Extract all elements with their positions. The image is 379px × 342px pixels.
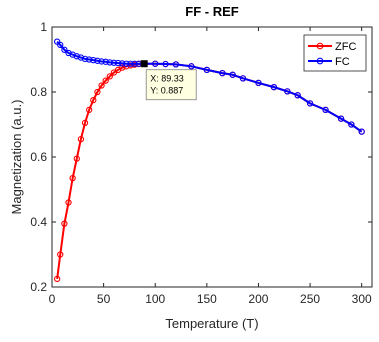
y-axis-label: Magnetization (a.u.) (9, 100, 24, 215)
data-point-fc (294, 92, 301, 99)
data-point-fc (86, 56, 93, 63)
y-tick-label: 0.4 (30, 215, 47, 229)
data-point-fc (348, 121, 355, 128)
data-point-fc (337, 115, 345, 122)
x-tick-label: 300 (352, 292, 372, 306)
data-point-fc (358, 128, 365, 135)
data-point-fc (94, 57, 101, 64)
x-tick-label: 0 (49, 292, 56, 306)
data-point-fc (90, 57, 97, 64)
datatip[interactable]: X: 89.33 Y: 0.887 (140, 60, 197, 101)
data-point-zfc (90, 96, 97, 104)
data-point-fc (106, 59, 113, 66)
data-point-zfc (54, 275, 61, 283)
data-point-fc (229, 71, 236, 78)
data-point-fc (284, 88, 291, 95)
data-point-fc (73, 53, 80, 60)
chart-title: FF - REF (185, 4, 238, 19)
datatip-box (145, 69, 197, 101)
data-point-fc (123, 60, 130, 67)
data-point-zfc (94, 88, 101, 96)
y-tick-label: 0.6 (30, 150, 47, 164)
data-point-fc (219, 70, 226, 77)
data-point-zfc (77, 135, 85, 143)
data-point-zfc (65, 199, 72, 206)
y-tick-label: 0.8 (30, 85, 47, 99)
datatip-y: Y: 0.887 (150, 86, 183, 96)
data-point-fc (114, 59, 122, 67)
data-point-fc (54, 38, 61, 45)
legend-label-fc: FC (335, 56, 350, 68)
data-point-zfc (119, 64, 126, 71)
data-point-fc (110, 59, 118, 66)
data-point-zfc (106, 73, 113, 80)
data-point-fc (61, 46, 68, 53)
data-point-fc (322, 106, 329, 114)
x-tick-label: 100 (145, 292, 165, 306)
data-point-fc (172, 61, 180, 68)
data-point-fc (306, 100, 314, 107)
data-point-zfc (98, 82, 105, 89)
legend-label-zfc: ZFC (335, 41, 356, 53)
data-point-fc (255, 79, 262, 87)
datatip-x: X: 89.33 (150, 74, 184, 84)
data-point-zfc (69, 174, 76, 182)
x-tick-label: 200 (248, 292, 268, 306)
data-point-zfc (81, 119, 89, 127)
data-point-fc (77, 54, 85, 61)
x-tick-label: 50 (97, 292, 111, 306)
data-point-fc (57, 41, 64, 49)
series-layer (54, 38, 365, 283)
data-point-fc (239, 75, 247, 82)
data-point-fc (270, 83, 278, 91)
x-tick-label: 250 (300, 292, 320, 306)
data-point-fc (119, 60, 126, 67)
data-point-fc (162, 60, 169, 68)
legend-box (303, 34, 367, 72)
data-point-fc (127, 60, 134, 67)
axis-ticks: 0 50 100 150 200 250 300 0.2 0.4 0.6 0.8 1 (30, 20, 372, 306)
data-point-fc (102, 58, 109, 65)
y-tick-label: 0.2 (30, 280, 47, 294)
legend-marker-zfc (316, 42, 324, 50)
data-point-fc (98, 58, 105, 65)
datatip-marker (140, 60, 148, 68)
data-point-zfc (73, 155, 80, 162)
y-tick-label: 1 (40, 20, 47, 34)
data-point-zfc (61, 220, 68, 227)
legend[interactable]: ZFC FC (303, 34, 367, 72)
data-point-zfc (86, 106, 93, 114)
data-point-fc (203, 66, 210, 74)
data-point-fc (188, 63, 195, 70)
data-point-fc (81, 55, 89, 62)
legend-marker-fc (316, 57, 324, 65)
x-tick-label: 150 (197, 292, 217, 306)
data-point-fc (131, 60, 138, 67)
x-axis-label: Temperature (T) (165, 316, 258, 331)
data-point-zfc (102, 77, 109, 84)
data-point-fc (152, 60, 159, 67)
data-point-zfc (57, 251, 64, 258)
